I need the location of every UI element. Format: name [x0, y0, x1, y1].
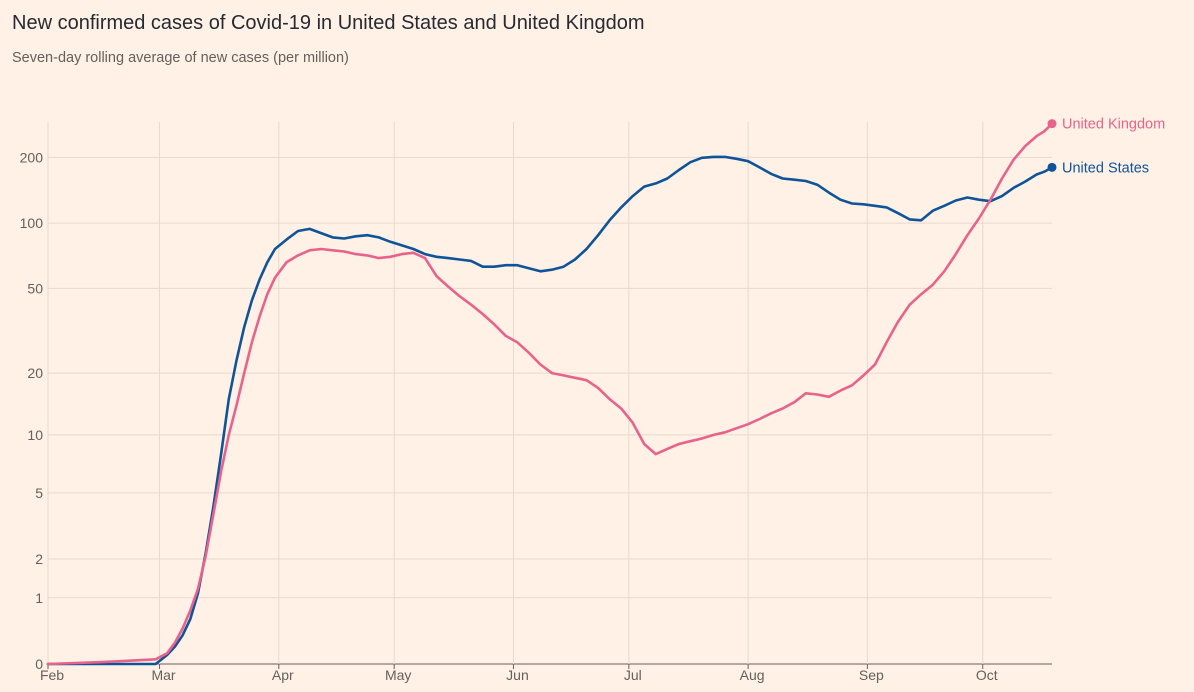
series-lines	[46, 122, 1054, 666]
y-tick-label: 100	[20, 215, 44, 231]
x-tick-label: Jul	[624, 667, 642, 683]
series-line-united-kingdom	[46, 122, 1054, 666]
series-line-united-states	[46, 155, 1054, 666]
x-tick-label: Jun	[506, 667, 529, 683]
y-axis: 0 1 2 5 10 20 50 100 200	[20, 149, 44, 672]
y-tick-label: 50	[27, 280, 43, 296]
y-tick-label: 10	[27, 427, 43, 443]
x-tick-label: Sep	[859, 667, 884, 683]
chart-subtitle: Seven-day rolling average of new cases (…	[12, 50, 349, 66]
y-tick-label: 20	[27, 365, 43, 381]
y-tick-label: 0	[35, 656, 43, 672]
x-tick-label: Apr	[272, 667, 294, 683]
x-tick-label: Aug	[740, 667, 765, 683]
y-tick-label: 2	[35, 551, 43, 567]
series-end-dot-united-states	[1047, 162, 1057, 172]
series-labels: United States United Kingdom	[1047, 117, 1165, 176]
x-tick-label: Feb	[40, 667, 64, 683]
y-tick-label: 1	[35, 590, 43, 606]
y-tick-label: 5	[35, 485, 43, 501]
x-tick-label: Mar	[151, 667, 175, 683]
x-tick-label: Oct	[976, 667, 998, 683]
series-label-united-kingdom: United Kingdom	[1062, 117, 1165, 133]
x-tick-label: May	[385, 667, 411, 683]
chart-title: New confirmed cases of Covid-19 in Unite…	[12, 12, 645, 34]
series-label-united-states: United States	[1062, 160, 1149, 176]
gridlines	[47, 122, 1052, 665]
x-axis: Feb Mar Apr May Jun Jul Aug Sep Oct	[40, 664, 998, 683]
y-tick-label: 200	[20, 149, 44, 165]
series-end-dot-united-kingdom	[1047, 119, 1057, 129]
